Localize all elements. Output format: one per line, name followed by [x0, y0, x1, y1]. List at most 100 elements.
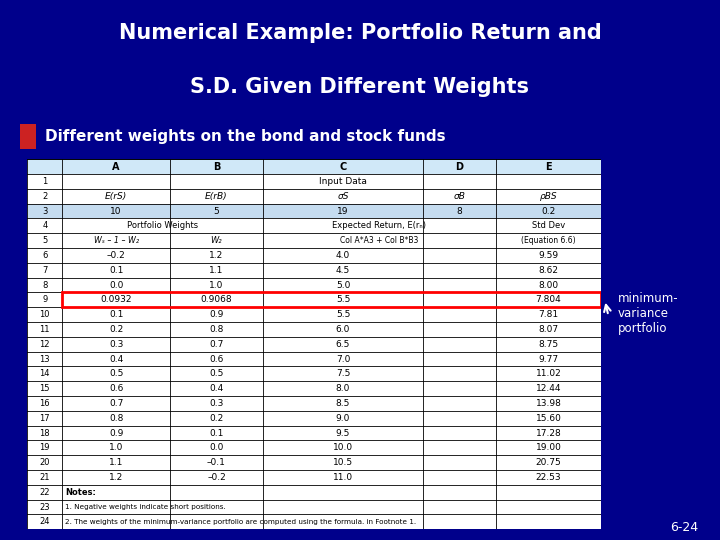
Text: –0.1: –0.1: [207, 458, 226, 467]
Text: 12: 12: [40, 340, 50, 349]
Text: –0.2: –0.2: [107, 251, 125, 260]
Text: 3: 3: [42, 207, 48, 215]
Text: W₂: W₂: [211, 236, 222, 245]
Text: B: B: [213, 161, 220, 172]
Text: 19: 19: [337, 207, 348, 215]
Text: 9: 9: [42, 295, 48, 305]
Text: Expected Return, E(rₙ): Expected Return, E(rₙ): [333, 221, 426, 231]
Text: 0.1: 0.1: [109, 310, 123, 319]
Text: 7.0: 7.0: [336, 355, 350, 363]
Text: Std Dev: Std Dev: [532, 221, 565, 231]
Text: 0.0: 0.0: [109, 281, 123, 289]
Bar: [27, 322, 601, 337]
Text: 5: 5: [214, 207, 220, 215]
Text: Col A*A3 + Col B*B3: Col A*A3 + Col B*B3: [340, 236, 418, 245]
Bar: [27, 426, 601, 441]
Text: 4.5: 4.5: [336, 266, 350, 275]
Text: 0.3: 0.3: [109, 340, 123, 349]
Text: 8: 8: [42, 281, 48, 289]
Bar: [27, 233, 601, 248]
Bar: [27, 278, 601, 293]
Bar: [27, 159, 601, 174]
Text: 0.1: 0.1: [109, 266, 123, 275]
Text: 8.75: 8.75: [539, 340, 559, 349]
Text: 0.8: 0.8: [109, 414, 123, 423]
Text: 5: 5: [42, 236, 48, 245]
Text: 1.2: 1.2: [210, 251, 224, 260]
Text: 15.60: 15.60: [536, 414, 562, 423]
Text: 12.44: 12.44: [536, 384, 561, 393]
Text: 7: 7: [42, 266, 48, 275]
Text: 10.5: 10.5: [333, 458, 353, 467]
Text: 0.9: 0.9: [210, 310, 224, 319]
Bar: [27, 396, 601, 411]
Text: 0.7: 0.7: [210, 340, 224, 349]
Text: Wₛ – 1 – W₂: Wₛ – 1 – W₂: [94, 236, 139, 245]
Text: 23: 23: [40, 503, 50, 511]
Text: 13.98: 13.98: [536, 399, 562, 408]
Text: 2: 2: [42, 192, 48, 201]
Text: 20: 20: [40, 458, 50, 467]
Text: 0.2: 0.2: [541, 207, 556, 215]
Text: E(rS): E(rS): [105, 192, 127, 201]
Text: 11.0: 11.0: [333, 473, 353, 482]
Text: 7.804: 7.804: [536, 295, 562, 305]
Text: 6.5: 6.5: [336, 340, 350, 349]
Text: σB: σB: [454, 192, 465, 201]
Text: 15: 15: [40, 384, 50, 393]
Bar: [27, 337, 601, 352]
Text: 8: 8: [456, 207, 462, 215]
Bar: [27, 204, 601, 219]
Text: 0.4: 0.4: [210, 384, 224, 393]
Text: 5.0: 5.0: [336, 281, 350, 289]
Text: D: D: [455, 161, 464, 172]
Text: 11: 11: [40, 325, 50, 334]
Text: 6: 6: [42, 251, 48, 260]
Text: 10: 10: [40, 310, 50, 319]
Text: 20.75: 20.75: [536, 458, 562, 467]
Text: 6.0: 6.0: [336, 325, 350, 334]
Text: 1.0: 1.0: [210, 281, 224, 289]
Text: 14: 14: [40, 369, 50, 379]
Bar: [62, 293, 601, 307]
Text: 8.62: 8.62: [539, 266, 559, 275]
Text: C: C: [339, 161, 346, 172]
Text: 17.28: 17.28: [536, 429, 562, 437]
Bar: [27, 248, 601, 263]
Text: 0.4: 0.4: [109, 355, 123, 363]
Text: E: E: [545, 161, 552, 172]
Bar: [27, 189, 601, 204]
Text: Input Data: Input Data: [319, 177, 367, 186]
Text: (Equation 6.6): (Equation 6.6): [521, 236, 576, 245]
Text: 5.5: 5.5: [336, 310, 350, 319]
Bar: [27, 500, 601, 515]
Text: 8.0: 8.0: [336, 384, 350, 393]
Bar: [27, 485, 601, 500]
Bar: [27, 307, 601, 322]
Bar: [20, 124, 36, 149]
Text: 13: 13: [40, 355, 50, 363]
Text: 9.59: 9.59: [539, 251, 559, 260]
Text: 0.6: 0.6: [109, 384, 123, 393]
Text: 17: 17: [40, 414, 50, 423]
Text: 0.0932: 0.0932: [100, 295, 132, 305]
Text: 8.5: 8.5: [336, 399, 350, 408]
Text: 1.2: 1.2: [109, 473, 123, 482]
Text: 0.0: 0.0: [210, 443, 224, 453]
Text: minimum-
variance
portfolio: minimum- variance portfolio: [618, 292, 678, 335]
Text: 0.7: 0.7: [109, 399, 123, 408]
Bar: [27, 381, 601, 396]
Text: 4: 4: [42, 221, 48, 231]
Bar: [27, 352, 601, 367]
Text: 0.8: 0.8: [210, 325, 224, 334]
Bar: [27, 411, 601, 426]
Text: 21: 21: [40, 473, 50, 482]
Text: Numerical Example: Portfolio Return and: Numerical Example: Portfolio Return and: [119, 23, 601, 43]
Text: 18: 18: [40, 429, 50, 437]
Text: 2. The weights of the minimum-variance portfolio are computed using the formula.: 2. The weights of the minimum-variance p…: [65, 519, 416, 525]
Text: 22.53: 22.53: [536, 473, 562, 482]
Text: 1.0: 1.0: [109, 443, 123, 453]
Text: A: A: [112, 161, 120, 172]
Bar: [27, 515, 601, 529]
Text: 0.6: 0.6: [210, 355, 224, 363]
